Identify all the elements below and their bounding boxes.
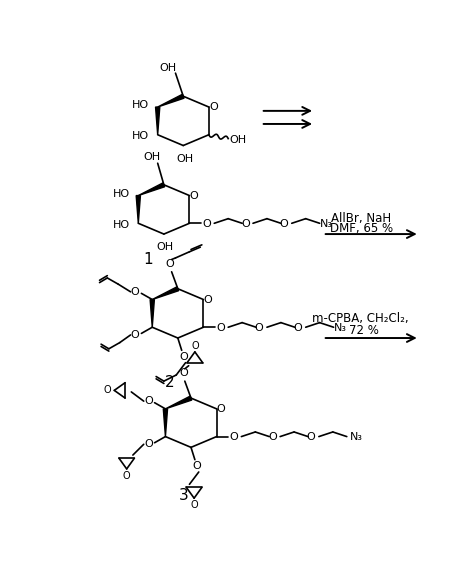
Text: O: O (217, 404, 226, 414)
Text: O: O (293, 323, 302, 333)
Text: N₃: N₃ (349, 432, 363, 443)
Text: OH: OH (157, 242, 174, 252)
Text: O: O (190, 500, 198, 510)
Text: 1: 1 (144, 252, 153, 267)
Text: O: O (209, 102, 218, 112)
Text: 3: 3 (178, 488, 188, 504)
Text: O: O (180, 352, 188, 361)
Text: O: O (202, 219, 211, 229)
Text: O: O (131, 287, 139, 297)
Polygon shape (136, 196, 140, 223)
Text: OH: OH (143, 152, 160, 162)
Text: 2: 2 (165, 375, 175, 390)
Text: AllBr, NaH: AllBr, NaH (331, 212, 392, 225)
Polygon shape (165, 396, 192, 409)
Text: O: O (166, 259, 174, 269)
Text: N₃: N₃ (334, 323, 347, 333)
Text: O: O (229, 432, 238, 443)
Text: O: O (307, 432, 316, 443)
Text: HO: HO (132, 131, 149, 141)
Text: O: O (131, 330, 139, 340)
Text: O: O (103, 385, 111, 395)
Text: HO: HO (132, 100, 149, 110)
Polygon shape (150, 300, 155, 327)
Text: O: O (191, 341, 199, 351)
Text: O: O (216, 323, 225, 333)
Text: O: O (241, 219, 250, 229)
Text: DMF, 65 %: DMF, 65 % (330, 222, 393, 235)
Text: O: O (255, 323, 264, 333)
Text: O: O (268, 432, 277, 443)
Polygon shape (164, 409, 167, 437)
Text: O: O (204, 295, 212, 304)
Text: O: O (190, 191, 199, 200)
Text: HO: HO (113, 189, 130, 199)
Text: O: O (123, 471, 130, 481)
Polygon shape (138, 183, 164, 196)
Text: O: O (193, 461, 201, 471)
Text: OH: OH (229, 135, 246, 145)
Text: OH: OH (159, 63, 176, 73)
Polygon shape (158, 94, 184, 107)
Polygon shape (155, 107, 160, 135)
Text: 72 %: 72 % (349, 324, 379, 337)
Text: O: O (144, 396, 153, 406)
Polygon shape (152, 287, 179, 300)
Text: O: O (144, 439, 153, 449)
Text: OH: OH (176, 154, 193, 164)
Text: m-CPBA, CH₂Cl₂,: m-CPBA, CH₂Cl₂, (311, 312, 408, 325)
Text: N₃: N₃ (320, 219, 333, 229)
Text: HO: HO (113, 220, 130, 230)
Text: O: O (280, 219, 288, 229)
Text: O: O (179, 368, 188, 379)
